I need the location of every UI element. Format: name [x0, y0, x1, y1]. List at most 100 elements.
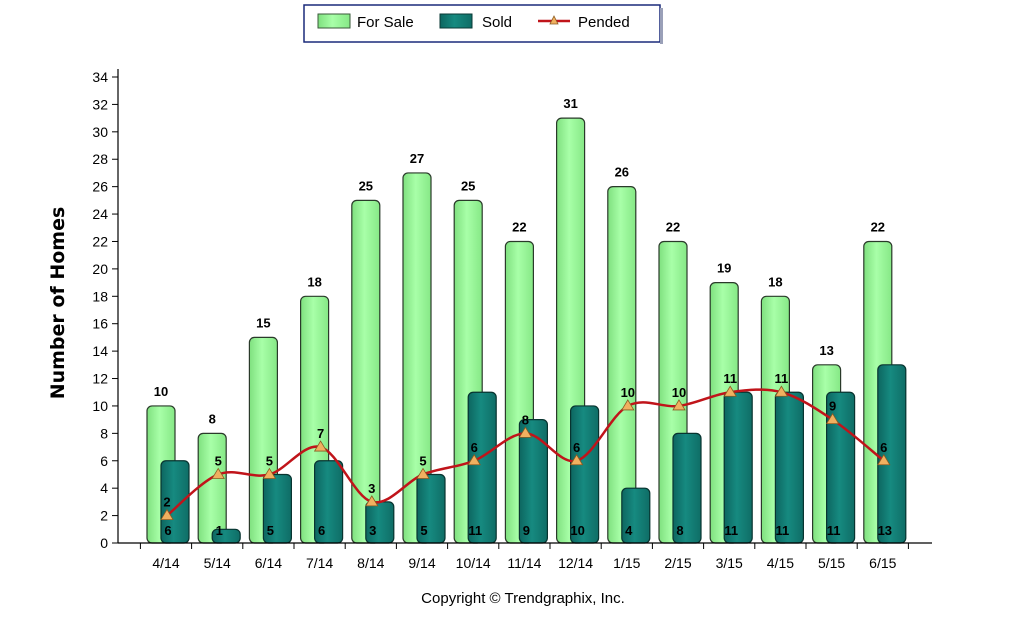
legend-label-sold: Sold: [482, 14, 512, 31]
legend-box: [303, 4, 661, 43]
x-tick-label: 5/14: [204, 555, 231, 571]
for-sale-value-label: 8: [209, 411, 216, 426]
pended-value-label: 5: [419, 453, 426, 468]
copyright-text: Copyright © Trendgraphix, Inc.: [421, 590, 625, 607]
y-tick-label: 32: [92, 96, 108, 112]
for-sale-value-label: 31: [563, 96, 577, 111]
pended-marker: [569, 453, 584, 466]
sold-value-label: 11: [724, 523, 738, 538]
pended-value-label: 5: [266, 453, 273, 468]
pended-marker: [416, 467, 430, 479]
for-sale-value-label: 25: [359, 178, 373, 193]
sold-value-label: 5: [420, 523, 427, 538]
x-tick-label: 6/15: [869, 555, 896, 571]
x-tick-label: 5/15: [818, 555, 845, 571]
pended-marker: [774, 385, 789, 397]
sold-value-label: 11: [827, 523, 841, 538]
x-tick-label: 4/15: [767, 555, 794, 571]
x-tick-label: 6/14: [255, 555, 282, 571]
pended-value-label: 11: [775, 371, 789, 386]
y-tick-label: 12: [92, 371, 108, 387]
pended-marker: [211, 467, 225, 479]
sold-value-label: 6: [164, 523, 171, 538]
pended-marker: [825, 412, 840, 425]
legend-marker-pended: [549, 15, 559, 25]
y-tick-label: 8: [100, 425, 108, 441]
x-tick-label: 10/14: [456, 555, 491, 571]
sold-bar: [467, 391, 497, 544]
y-tick-label: 14: [92, 343, 108, 359]
pended-marker: [262, 467, 277, 479]
sold-value-label: 10: [570, 523, 584, 538]
legend: For Sale Sold Pended: [303, 4, 663, 44]
y-tick-label: 30: [92, 124, 108, 140]
pended-value-label: 8: [522, 412, 529, 427]
y-tick-label: 24: [92, 206, 108, 222]
pended-value-label: 9: [829, 399, 836, 414]
y-tick-label: 2: [100, 508, 108, 524]
legend-swatch-sold: [439, 13, 473, 29]
for-sale-value-label: 27: [410, 151, 424, 166]
pended-value-label: 11: [723, 371, 737, 386]
for-sale-value-label: 10: [154, 384, 168, 399]
sold-value-label: 4: [625, 523, 633, 538]
y-tick-label: 34: [92, 69, 108, 85]
sold-value-label: 9: [523, 523, 530, 538]
x-axis: 4/14 5/14 6/14 7/14 8/14 9/14 10/14 11/14 12/14 1…: [118, 542, 932, 571]
sold-bars: 6 1 5 6 3 5 11 9 10 4 8 11 11 11 13: [160, 364, 907, 544]
legend-label-pended: Pended: [578, 14, 630, 31]
pended-marker: [467, 453, 481, 466]
sold-bar: [723, 391, 753, 544]
for-sale-value-label: 15: [256, 315, 270, 330]
y-tick-label: 10: [92, 398, 108, 414]
y-axis-label: Number of Homes: [47, 207, 69, 400]
sold-value-label: 1: [216, 523, 223, 538]
x-tick-label: 11/14: [507, 555, 541, 571]
for-sale-value-label: 22: [666, 219, 680, 234]
pended-value-label: 3: [368, 481, 375, 496]
pended-marker: [160, 508, 174, 520]
pended-value-label: 10: [621, 385, 635, 400]
sold-value-label: 5: [267, 523, 274, 538]
y-tick-label: 4: [100, 480, 108, 496]
legend-swatch-for-sale: [317, 13, 351, 29]
x-tick-label: 12/14: [558, 555, 593, 571]
y-tick-label: 16: [92, 316, 108, 332]
x-tick-label: 3/15: [716, 555, 743, 571]
x-tick-label: 4/14: [152, 555, 179, 571]
sold-value-label: 3: [369, 523, 376, 538]
for-sale-value-label: 18: [768, 274, 782, 289]
y-tick-label: 28: [92, 151, 108, 167]
x-tick-label: 9/14: [408, 555, 435, 571]
pended-value-label: 6: [880, 440, 887, 455]
pended-marker: [723, 385, 737, 397]
pended-value-label: 7: [317, 426, 324, 441]
for-sale-value-label: 25: [461, 178, 475, 193]
x-tick-label: 7/14: [306, 555, 333, 571]
pended-line: 2 5 5 7 3 5 6 8 6 10 10 11 11 9 6: [160, 371, 891, 520]
legend-label-for-sale: For Sale: [357, 14, 414, 31]
for-sale-value-label: 26: [615, 165, 629, 180]
sold-value-label: 6: [318, 523, 325, 538]
sold-value-label: 13: [878, 523, 892, 538]
pended-value-label: 10: [672, 385, 686, 400]
for-sale-value-label: 22: [871, 219, 885, 234]
pended-value-label: 2: [163, 495, 170, 510]
y-tick-label: 0: [100, 535, 108, 551]
pended-marker: [877, 453, 891, 466]
x-tick-label: 8/14: [357, 555, 384, 571]
for-sale-value-label: 19: [717, 261, 731, 276]
for-sale-bar: [351, 199, 381, 544]
sold-value-label: 8: [676, 523, 683, 538]
for-sale-value-label: 22: [512, 219, 526, 234]
pended-marker: [672, 399, 686, 411]
y-tick-label: 26: [92, 179, 108, 195]
pended-value-label: 6: [573, 440, 580, 455]
pended-value-label: 6: [471, 440, 478, 455]
for-sale-value-label: 13: [819, 343, 833, 358]
pended-value-label: 5: [215, 453, 222, 468]
sold-bar: [825, 391, 856, 544]
y-tick-label: 20: [92, 261, 108, 277]
pended-marker: [365, 495, 379, 507]
